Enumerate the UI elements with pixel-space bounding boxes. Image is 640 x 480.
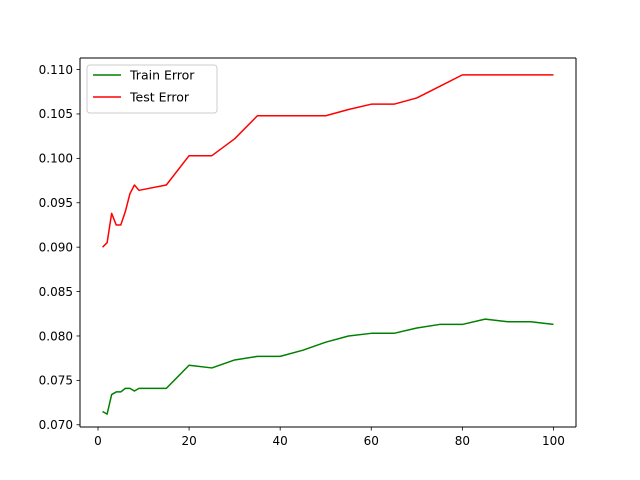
x-tick-label: 60 — [364, 434, 379, 448]
series-line-train-error — [102, 318, 554, 415]
y-tick-label: 0.075 — [39, 374, 73, 388]
y-axis-ticks: 0.070 0.075 0.080 0.085 0.090 0.095 0.100 0.105… — [39, 63, 80, 432]
series-line-test-error — [102, 74, 554, 248]
y-tick-label: 0.100 — [39, 152, 73, 166]
y-tick-label: 0.080 — [39, 329, 73, 343]
plot-area — [80, 58, 576, 427]
y-tick-label: 0.110 — [39, 63, 73, 77]
x-tick-label: 0 — [94, 434, 102, 448]
y-tick-label: 0.105 — [39, 107, 73, 121]
series-layer — [102, 74, 554, 415]
axes-layer — [79, 57, 577, 428]
x-tick-label: 80 — [455, 434, 470, 448]
y-tick-label: 0.085 — [39, 285, 73, 299]
x-axis-ticks: 0 20 40 60 80 100 — [94, 427, 565, 448]
y-tick-label: 0.095 — [39, 196, 73, 210]
legend-label-test: Test Error — [129, 90, 190, 105]
legend-box — [86, 64, 218, 114]
legend: Train Error Test Error — [86, 64, 218, 114]
x-tick-label: 100 — [542, 434, 565, 448]
legend-label-train: Train Error — [129, 68, 195, 83]
x-tick-label: 40 — [273, 434, 288, 448]
x-tick-label: 20 — [181, 434, 196, 448]
y-tick-label: 0.090 — [39, 240, 73, 254]
y-tick-label: 0.070 — [39, 418, 73, 432]
